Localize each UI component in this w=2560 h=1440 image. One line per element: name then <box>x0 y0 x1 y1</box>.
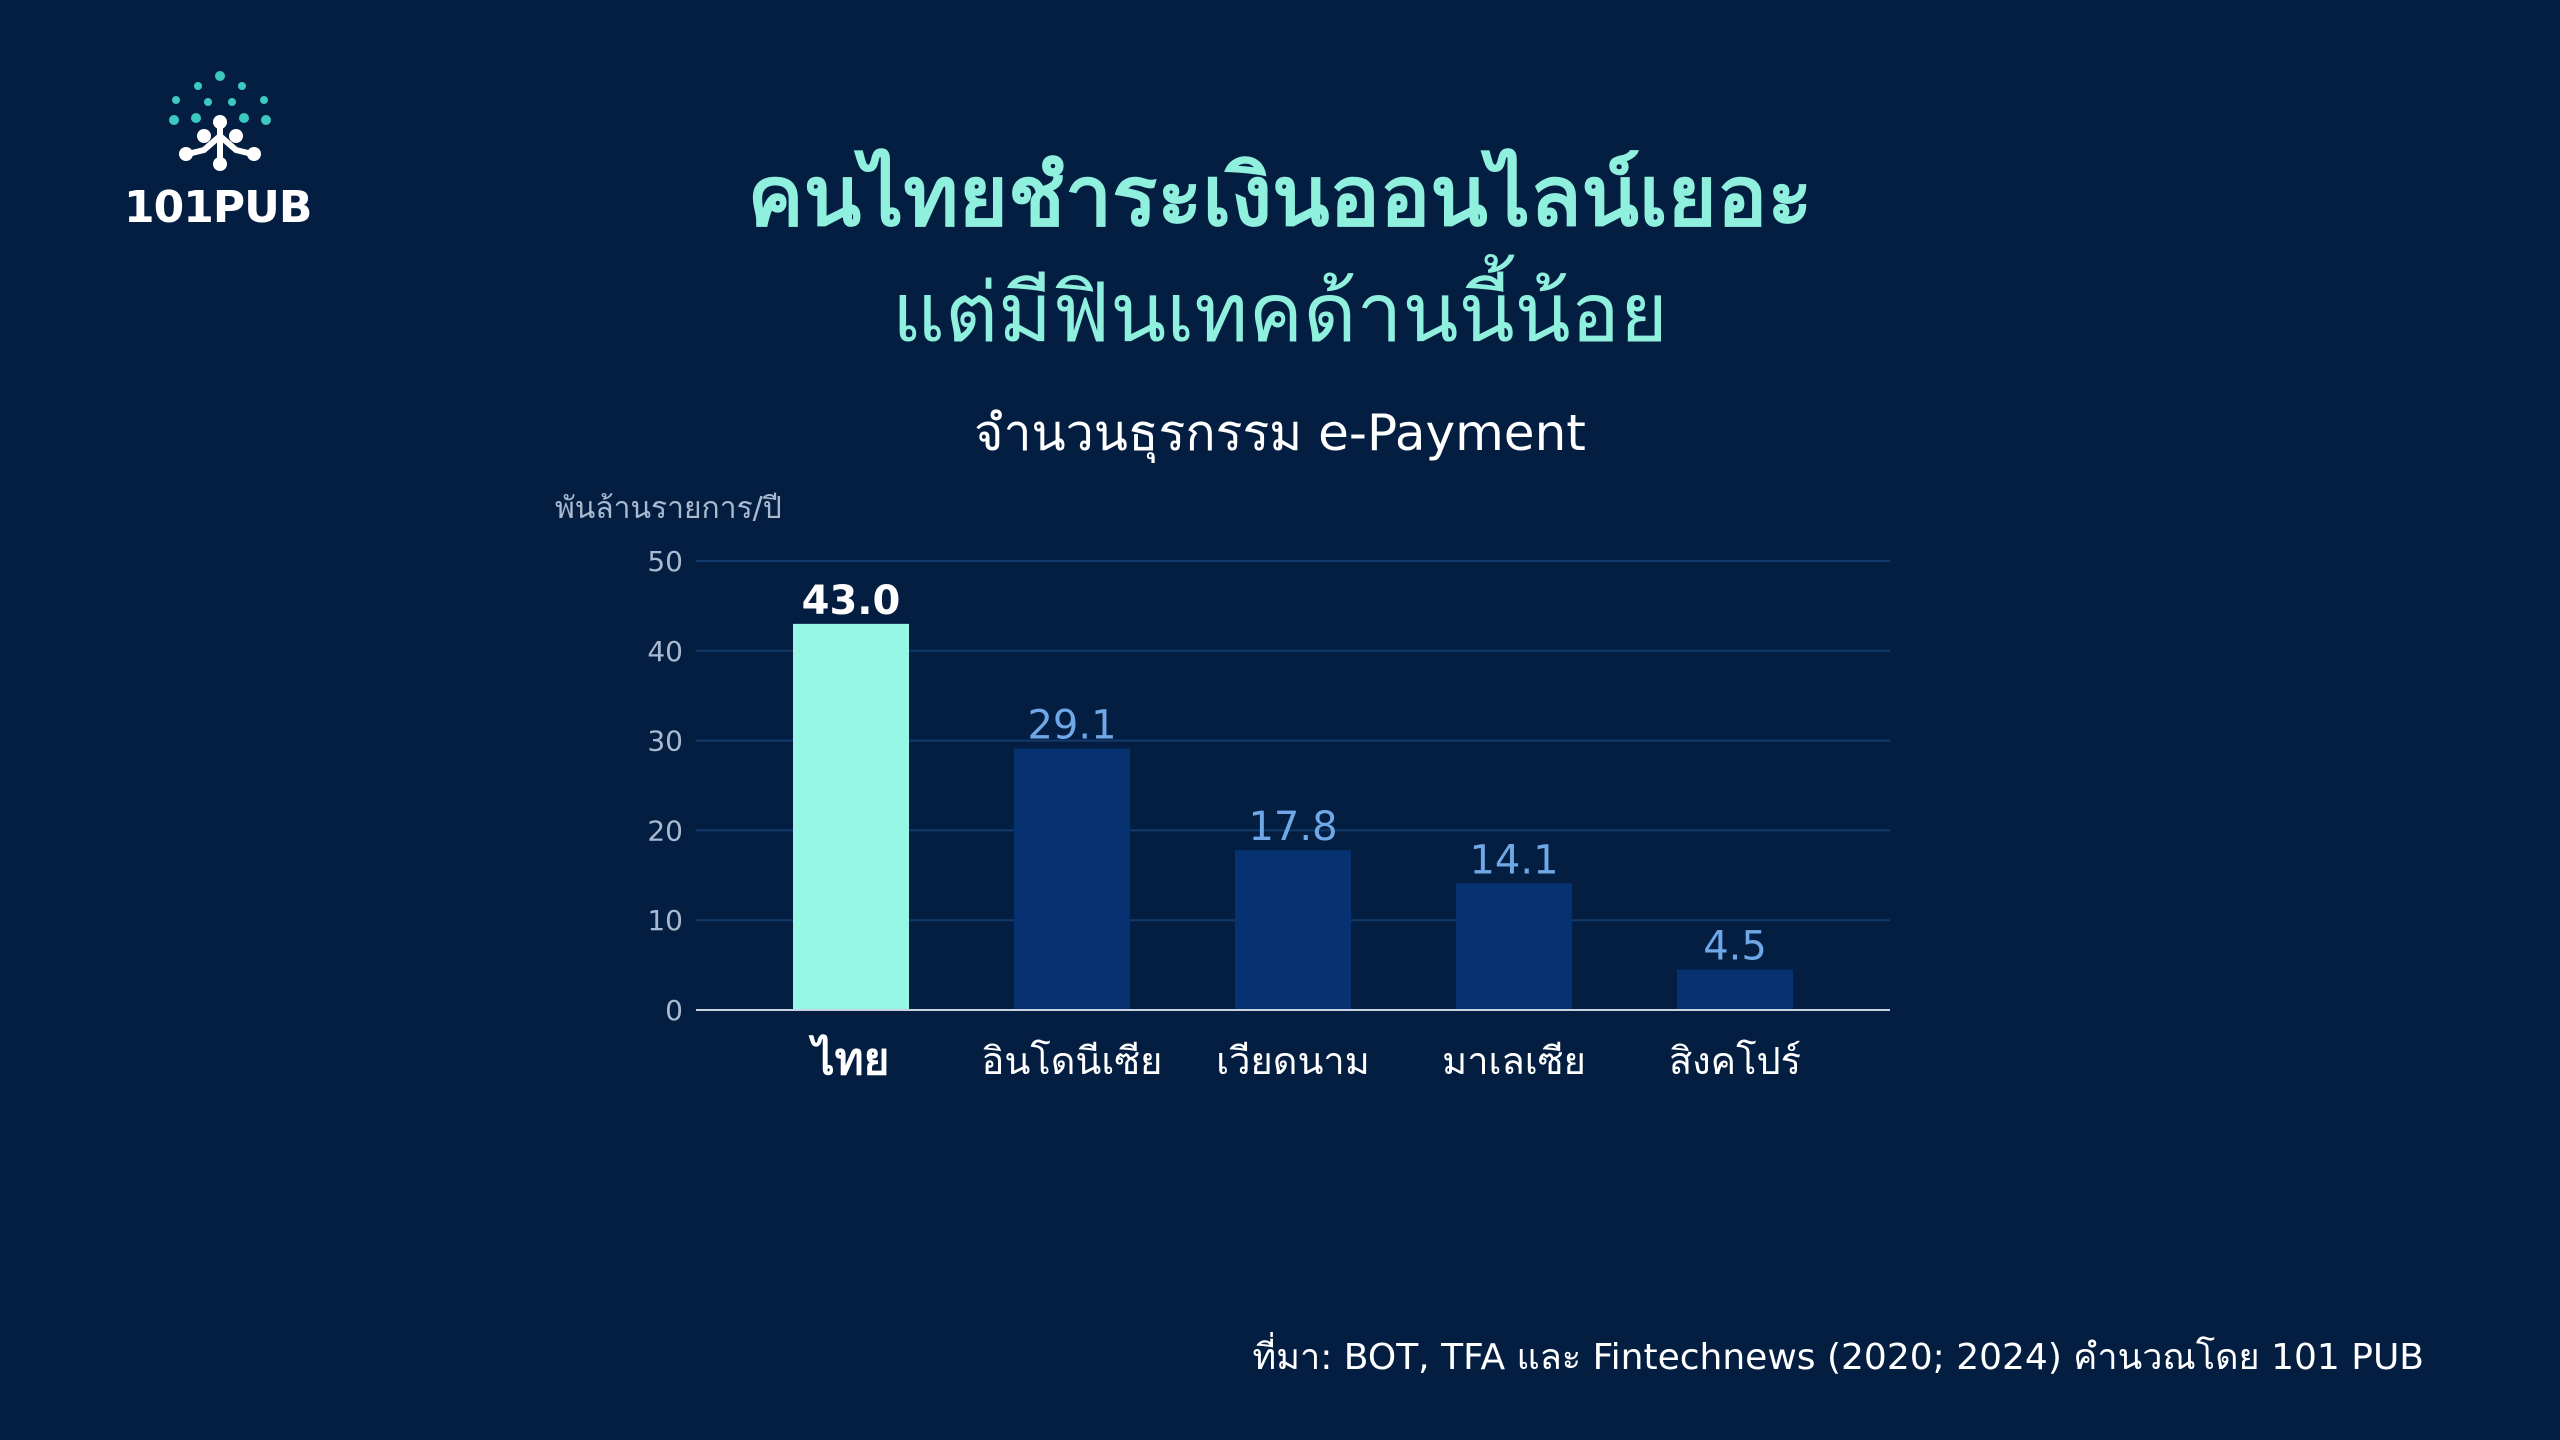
x-tick-label: สิงคโปร์ <box>1669 1039 1801 1083</box>
headline-line-1: คนไทยชำระเงินออนไลน์เยอะ <box>747 147 1813 245</box>
headline-line-2: แต่มีฟินเทคด้านนี้น้อย <box>892 266 1668 361</box>
value-label: 17.8 <box>1248 804 1337 850</box>
bar-3 <box>1456 883 1572 1010</box>
bar-0 <box>793 623 909 1010</box>
y-axis-label: พันล้านรายการ/ปี <box>555 491 782 526</box>
value-label: 4.5 <box>1703 924 1767 970</box>
bar-1 <box>1014 748 1130 1010</box>
logo-network-icon <box>169 71 271 171</box>
y-tick-label: 40 <box>647 635 683 668</box>
y-tick-labels: 0 10 20 30 40 50 <box>647 545 683 1027</box>
source-note: ที่มา: BOT, TFA และ Fintechnews (2020; 2… <box>1252 1337 2424 1378</box>
brand-logo: 101PUB <box>120 64 320 234</box>
x-tick-label: มาเลเซีย <box>1442 1039 1586 1083</box>
value-label: 14.1 <box>1469 837 1558 883</box>
x-tick-label: ไทย <box>809 1033 890 1085</box>
value-label: 29.1 <box>1027 703 1116 749</box>
y-tick-label: 10 <box>647 904 683 937</box>
value-labels: 43.0 29.1 17.8 14.1 4.5 <box>802 578 1767 970</box>
x-tick-label: เวียดนาม <box>1216 1039 1370 1083</box>
logo-wordmark: 101PUB <box>124 182 312 233</box>
bar-2 <box>1235 850 1351 1010</box>
x-tick-label: อินโดนีเซีย <box>982 1039 1163 1083</box>
y-tick-label: 0 <box>665 994 683 1027</box>
y-tick-label: 50 <box>647 545 683 578</box>
chart-title: จำนวนธุรกรรม e-Payment <box>974 404 1586 462</box>
bar-4 <box>1677 969 1793 1010</box>
value-label: 43.0 <box>802 578 901 624</box>
y-tick-label: 20 <box>647 814 683 847</box>
y-tick-label: 30 <box>647 725 683 758</box>
x-tick-labels: ไทย อินโดนีเซีย เวียดนาม มาเลเซีย สิงคโปร์ <box>809 1033 1802 1085</box>
bars <box>793 623 1793 1010</box>
